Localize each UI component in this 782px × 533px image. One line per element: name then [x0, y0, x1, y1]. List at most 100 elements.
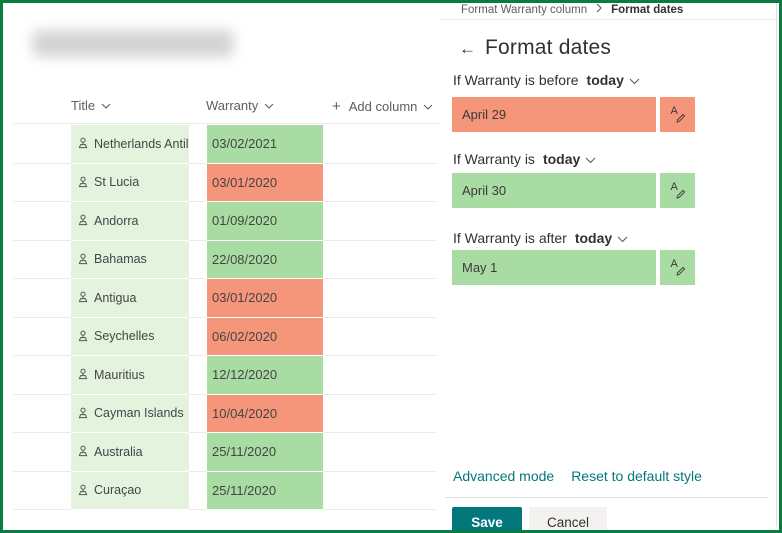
table-row[interactable]: Cayman Islands 10/04/2020: [0, 394, 440, 433]
row-warranty-cell: 03/02/2021: [207, 125, 323, 163]
row-separator: [13, 278, 71, 279]
cancel-button[interactable]: Cancel: [529, 507, 607, 533]
row-title-cell: Mauritius: [71, 356, 189, 394]
row-title-text: Seychelles: [94, 329, 155, 344]
chevron-right-icon: [596, 3, 602, 16]
row-title-text: Mauritius: [94, 367, 145, 382]
chevron-down-icon: [585, 151, 596, 167]
location-pin-icon: [77, 445, 89, 458]
row-separator: [189, 393, 207, 395]
reset-default-style-link[interactable]: Reset to default style: [571, 468, 702, 484]
column-header-warranty-label: Warranty: [206, 98, 259, 113]
row-title-cell: Netherlands Antilles: [71, 125, 189, 163]
row-warranty-text: 06/02/2020: [212, 328, 278, 344]
row-separator: [13, 393, 71, 395]
row-warranty-text: 03/01/2020: [212, 290, 278, 306]
row-title-text: Antigua: [94, 290, 137, 305]
header-divider: [13, 123, 440, 124]
table-row[interactable]: Andorra 01/09/2020: [0, 202, 440, 241]
save-button[interactable]: Save: [452, 507, 522, 533]
row-separator: [323, 316, 436, 318]
row-separator: [13, 239, 71, 241]
add-column-button[interactable]: + Add column: [332, 98, 433, 115]
condition-is-label: If Warranty is today: [453, 151, 596, 167]
table-row[interactable]: Curaçao 25/11/2020: [0, 471, 440, 510]
advanced-mode-link[interactable]: Advanced mode: [453, 468, 555, 484]
row-separator: [189, 201, 207, 202]
plus-icon: +: [332, 98, 341, 115]
row-separator: [323, 201, 436, 202]
column-header-warranty[interactable]: Warranty: [206, 98, 274, 113]
row-title-text: Australia: [94, 444, 143, 459]
row-separator: [13, 509, 71, 510]
condition-is-dropdown[interactable]: today: [540, 151, 596, 167]
table-row[interactable]: Antigua 03/01/2020: [0, 279, 440, 318]
row-separator: [323, 432, 436, 433]
row-title-text: Bahamas: [94, 252, 147, 267]
row-separator: [13, 355, 71, 356]
back-arrow-icon[interactable]: ←: [459, 38, 476, 58]
panel-links: Advanced mode Reset to default style: [453, 468, 702, 484]
column-header-title[interactable]: Title: [71, 98, 111, 113]
row-warranty-text: 03/01/2020: [212, 174, 278, 190]
row-separator: [189, 509, 207, 510]
row-separator: [13, 470, 71, 472]
breadcrumb-format-warranty-column[interactable]: Format Warranty column: [461, 3, 588, 16]
row-separator: [323, 278, 436, 279]
condition-before-preview: April 29: [452, 97, 656, 132]
row-warranty-text: 25/11/2020: [212, 444, 277, 460]
location-pin-icon: [77, 484, 89, 497]
row-separator: [13, 316, 71, 318]
row-warranty-cell: 10/04/2020: [207, 394, 323, 432]
column-header-title-label: Title: [71, 98, 96, 113]
condition-before-dropdown[interactable]: today: [584, 72, 640, 88]
font-style-icon: A: [670, 259, 686, 276]
page-title: Format dates: [485, 36, 612, 59]
row-warranty-cell: 03/01/2020: [207, 163, 323, 201]
row-title-cell: Bahamas: [71, 240, 189, 278]
row-title-cell: Andorra: [71, 202, 189, 240]
row-title-text: Netherlands Antilles: [94, 136, 189, 151]
list-header: Title Warranty + Add column: [0, 95, 440, 121]
condition-after-preview: May 1: [452, 250, 656, 285]
row-title-cell: Antigua: [71, 279, 189, 317]
condition-after-dropdown[interactable]: today: [572, 230, 628, 246]
table-row[interactable]: Mauritius 12/12/2020: [0, 356, 440, 395]
table-row[interactable]: Seychelles 06/02/2020: [0, 317, 440, 356]
row-separator: [189, 316, 207, 318]
table-row[interactable]: Netherlands Antilles 03/02/2021: [0, 125, 440, 164]
row-separator: [323, 470, 436, 472]
row-separator: [189, 355, 207, 356]
row-title-cell: Curaçao: [71, 471, 189, 509]
chevron-down-icon: [617, 230, 628, 246]
edit-style-button[interactable]: A: [660, 173, 695, 208]
edit-style-button[interactable]: A: [660, 97, 695, 132]
row-warranty-text: 10/04/2020: [212, 405, 278, 421]
location-pin-icon: [77, 176, 89, 189]
row-title-text: St Lucia: [94, 175, 140, 190]
condition-before-label: If Warranty is before today: [453, 72, 640, 88]
row-separator: [323, 162, 436, 164]
row-separator: [189, 278, 207, 279]
row-warranty-cell: 25/11/2020: [207, 433, 323, 471]
table-row[interactable]: Australia 25/11/2020: [0, 433, 440, 472]
row-title-cell: Australia: [71, 433, 189, 471]
condition-after-label: If Warranty is after today: [453, 230, 628, 246]
chevron-down-icon: [423, 104, 433, 110]
row-title-cell: Cayman Islands: [71, 394, 189, 432]
location-pin-icon: [77, 137, 89, 150]
edit-style-button[interactable]: A: [660, 250, 695, 285]
location-pin-icon: [77, 368, 89, 381]
row-warranty-cell: 12/12/2020: [207, 356, 323, 394]
row-separator: [189, 239, 207, 241]
row-separator: [189, 432, 207, 433]
table-row[interactable]: Bahamas 22/08/2020: [0, 240, 440, 279]
row-separator: [323, 239, 436, 241]
table-row[interactable]: St Lucia 03/01/2020: [0, 163, 440, 202]
location-pin-icon: [77, 214, 89, 227]
row-separator: [13, 162, 71, 164]
font-style-icon: A: [670, 182, 686, 199]
chevron-down-icon: [264, 103, 274, 109]
row-title-cell: Seychelles: [71, 317, 189, 355]
